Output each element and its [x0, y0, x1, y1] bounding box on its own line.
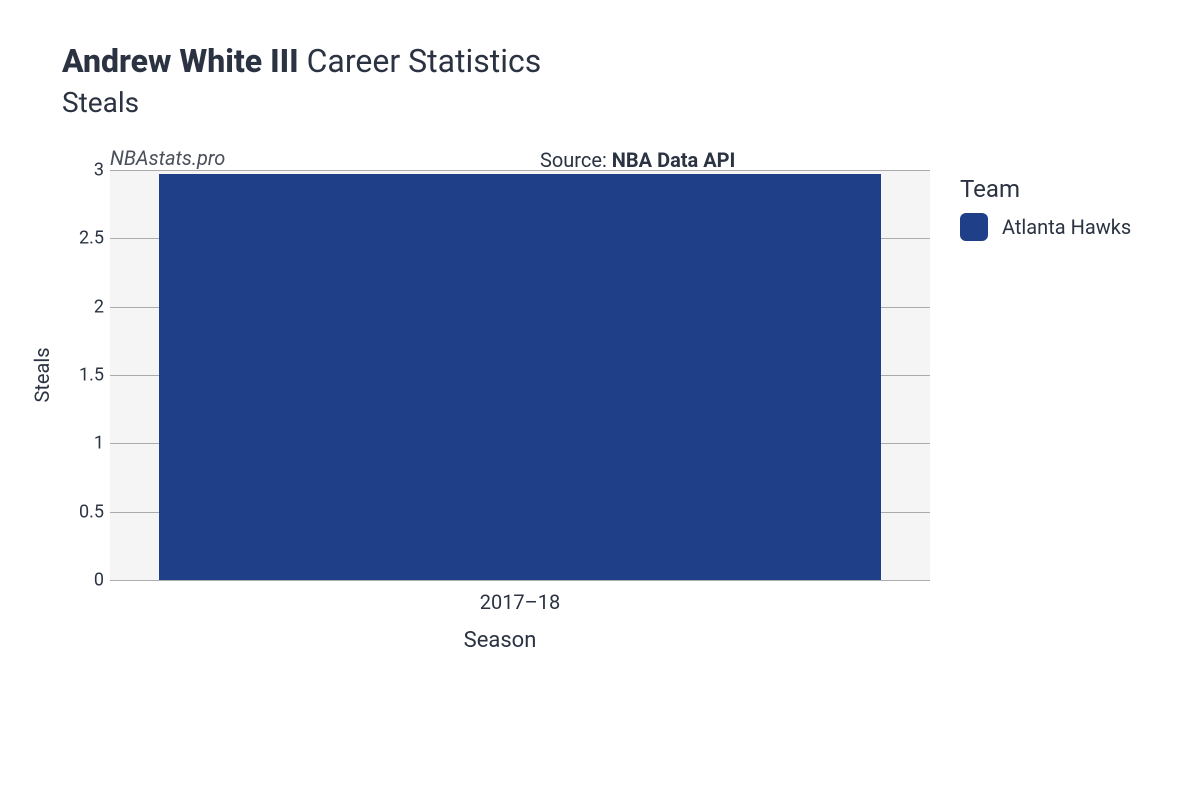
x-axis-title: Season [464, 628, 537, 653]
title-suffix: Career Statistics [307, 42, 542, 80]
chart-area: Steals Season 00.511.522.532017–18 [60, 170, 940, 630]
y-tick-label: 1.5 [64, 365, 104, 386]
grid-line [110, 170, 930, 171]
legend-swatch [960, 213, 988, 241]
chart-title: Andrew White III Career Statistics [62, 42, 541, 80]
y-axis-title: Steals [30, 347, 54, 402]
source-value: NBA Data API [612, 148, 736, 172]
y-tick-label: 1 [64, 433, 104, 454]
y-tick-label: 3 [64, 160, 104, 181]
legend-title: Team [960, 175, 1131, 203]
grid-line [110, 580, 930, 581]
source-label: Source: NBA Data API [540, 148, 735, 172]
plot-area [110, 170, 930, 580]
legend: Team Atlanta Hawks [960, 175, 1131, 241]
legend-item: Atlanta Hawks [960, 213, 1131, 241]
y-tick-label: 0 [64, 570, 104, 591]
y-tick-label: 0.5 [64, 501, 104, 522]
player-name: Andrew White III [62, 42, 299, 80]
credit-label: NBAstats.pro [110, 146, 225, 170]
chart-title-block: Andrew White III Career Statistics Steal… [62, 42, 541, 119]
y-tick-label: 2 [64, 296, 104, 317]
x-tick-label: 2017–18 [480, 590, 561, 614]
bar [159, 174, 881, 580]
legend-label: Atlanta Hawks [1002, 215, 1131, 239]
y-tick-label: 2.5 [64, 228, 104, 249]
source-prefix: Source: [540, 148, 612, 172]
chart-subtitle: Steals [62, 86, 541, 119]
